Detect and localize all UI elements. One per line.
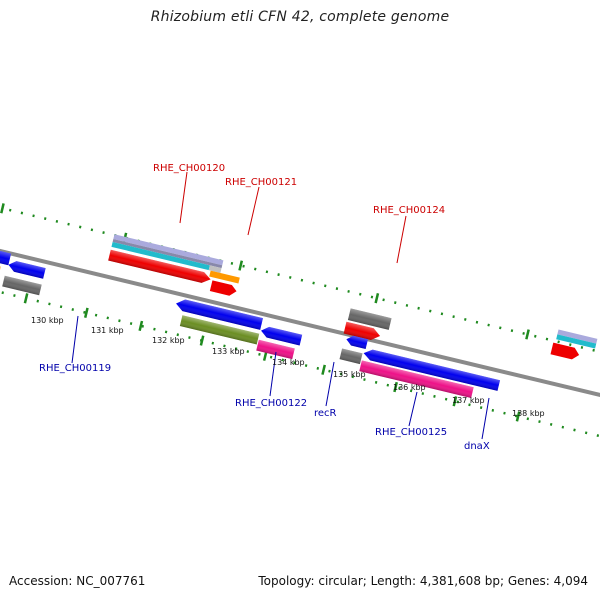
- gene-feature-gray-stripe[interactable]: [112, 239, 223, 269]
- gene-label-RHE_CH00122[interactable]: RHE_CH00122: [235, 398, 307, 409]
- label-leaders: [71, 171, 490, 440]
- gene-feature-lavender[interactable]: [113, 234, 224, 266]
- map-frame: [0, 183, 600, 441]
- kbp-label-138: 138 kbp: [512, 409, 545, 418]
- tick-rail-top: [0, 183, 600, 362]
- gene-feature-right-cyan[interactable]: [557, 329, 598, 344]
- genome-backbone: [0, 223, 600, 403]
- gene-RHE_CH00121-orange[interactable]: [209, 270, 240, 284]
- gene-label-recR[interactable]: recR: [314, 408, 337, 419]
- gene-track-top: [108, 234, 598, 361]
- kbp-label-137: 137 kbp: [452, 396, 485, 405]
- gene-label-dnaX[interactable]: dnaX: [464, 441, 490, 452]
- kbp-label-132: 132 kbp: [152, 336, 185, 345]
- gene-RHE_CH00121[interactable]: [209, 280, 238, 297]
- kbp-label-131: 131 kbp: [91, 326, 124, 335]
- gene-label-RHE_CH00119[interactable]: RHE_CH00119: [39, 363, 111, 374]
- gene-feature-cyan[interactable]: [111, 241, 210, 271]
- kbp-label-133: 133 kbp: [212, 347, 245, 356]
- tick-rail-bottom: [0, 263, 600, 441]
- gene-label-RHE_CH00125[interactable]: RHE_CH00125: [375, 427, 447, 438]
- kbp-tick-labels: 130 kbp 131 kbp 132 kbp 133 kbp 134 kbp …: [31, 316, 545, 418]
- gene-feature-right-red[interactable]: [550, 342, 581, 361]
- gene-feature-cyan-2[interactable]: [208, 265, 222, 273]
- kbp-label-135: 135 kbp: [333, 370, 366, 379]
- gene-track-bottom: [0, 227, 501, 398]
- kbp-label-136: 136 kbp: [393, 383, 426, 392]
- accession-text: Accession: NC_007761: [9, 574, 146, 588]
- gene-label-RHE_CH00124[interactable]: RHE_CH00124: [373, 205, 445, 216]
- genome-summary-text: Topology: circular; Length: 4,381,608 bp…: [258, 574, 588, 588]
- gene-label-RHE_CH00120[interactable]: RHE_CH00120: [153, 163, 225, 174]
- gene-label-RHE_CH00121[interactable]: RHE_CH00121: [225, 177, 297, 188]
- kbp-label-134: 134 kbp: [272, 358, 305, 367]
- genome-title: Rhizobium etli CFN 42, complete genome: [150, 9, 450, 25]
- kbp-label-130: 130 kbp: [31, 316, 64, 325]
